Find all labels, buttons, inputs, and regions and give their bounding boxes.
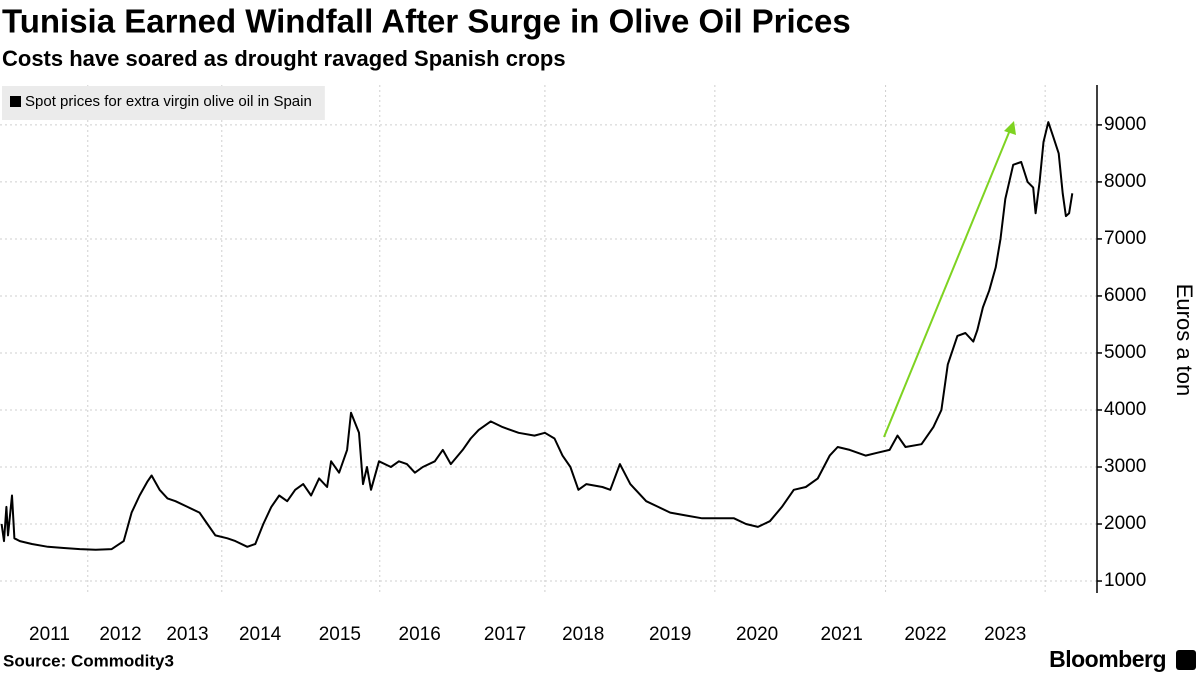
chart-title: Tunisia Earned Windfall After Surge in O…: [2, 3, 851, 40]
x-tick-label: 2020: [736, 624, 778, 645]
y-tick-label: 7000: [1104, 228, 1146, 249]
y-tick-label: 8000: [1104, 171, 1146, 192]
x-tick-label: 2023: [984, 624, 1026, 645]
x-tick-label: 2012: [99, 624, 141, 645]
y-tick-label: 3000: [1104, 456, 1146, 477]
x-tick-label: 2014: [239, 624, 282, 645]
source: Source: Commodity3: [3, 651, 174, 670]
y-tick-label: 2000: [1104, 513, 1146, 534]
x-tick-label: 2011: [29, 624, 70, 645]
x-tick-label: 2018: [562, 624, 604, 645]
x-tick-label: 2017: [484, 624, 526, 645]
brand-icon: [1176, 650, 1196, 670]
trend-arrow: [883, 129, 1011, 438]
x-tick-label: 2016: [399, 624, 441, 645]
legend-swatch: [10, 96, 21, 107]
legend: Spot prices for extra virgin olive oil i…: [2, 86, 325, 120]
x-tick-label: 2019: [649, 624, 691, 645]
x-tick-label: 2021: [821, 624, 863, 645]
x-tick-label: 2022: [904, 624, 946, 645]
x-tick-label: 2015: [319, 624, 361, 645]
x-tick-label: 2013: [166, 624, 208, 645]
y-tick-label: 6000: [1104, 285, 1146, 306]
y-tick-label: 5000: [1104, 342, 1146, 363]
trend-arrowhead: [1004, 121, 1016, 135]
legend-box: [2, 86, 325, 120]
brand: Bloomberg: [1049, 646, 1166, 672]
chart-subtitle: Costs have soared as drought ravaged Spa…: [2, 46, 566, 71]
y-tick-label: 9000: [1104, 114, 1146, 135]
y-tick-label: 4000: [1104, 399, 1146, 420]
legend-label: Spot prices for extra virgin olive oil i…: [25, 93, 312, 110]
y-tick-label: 1000: [1104, 570, 1146, 591]
price-line: [0, 121, 1074, 551]
y-axis-label: Euros a ton: [1172, 284, 1197, 397]
